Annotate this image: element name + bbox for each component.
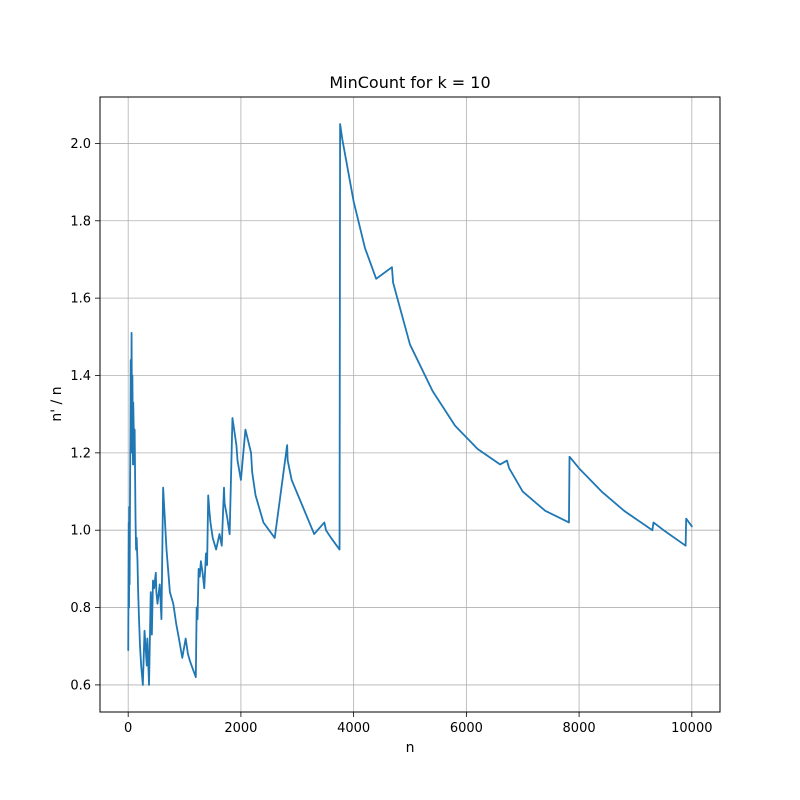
x-tick-label: 0 bbox=[124, 721, 132, 736]
y-tick-label: 2.0 bbox=[70, 137, 91, 152]
y-axis: 0.6 0.8 1.0 1.2 1.4 1.6 1.8 2.0 bbox=[70, 137, 100, 693]
plot-frame bbox=[99, 96, 721, 713]
x-axis: 0 2000 4000 6000 8000 10000 bbox=[124, 712, 712, 736]
y-tick-label: 0.8 bbox=[70, 601, 91, 616]
x-tick-label: 2000 bbox=[224, 721, 257, 736]
y-tick-label: 1.4 bbox=[70, 369, 91, 384]
y-tick-label: 1.6 bbox=[70, 292, 91, 307]
x-tick-label: 6000 bbox=[450, 721, 483, 736]
series-line bbox=[127, 123, 693, 686]
y-axis-label: n' / n bbox=[49, 386, 65, 421]
chart-title: MinCount for k = 10 bbox=[329, 73, 490, 92]
x-tick-label: 8000 bbox=[563, 721, 596, 736]
x-tick-label: 10000 bbox=[671, 721, 712, 736]
y-tick-label: 0.6 bbox=[70, 678, 91, 693]
x-axis-label: n bbox=[406, 740, 415, 756]
y-tick-label: 1.8 bbox=[70, 214, 91, 229]
series-layer bbox=[127, 123, 693, 686]
plot-area bbox=[100, 97, 720, 712]
x-tick-label: 4000 bbox=[337, 721, 370, 736]
y-tick-label: 1.2 bbox=[70, 446, 91, 461]
y-tick-label: 1.0 bbox=[70, 524, 91, 539]
